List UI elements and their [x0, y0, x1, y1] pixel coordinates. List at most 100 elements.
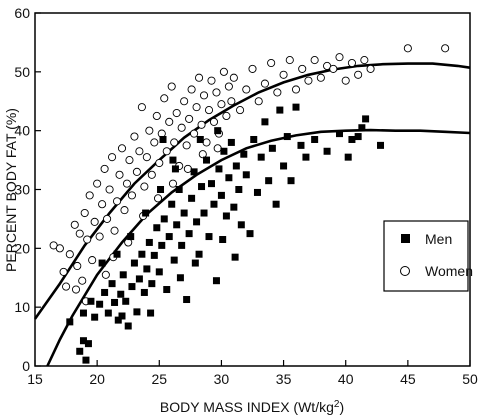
men-point — [302, 153, 310, 161]
women-point — [172, 108, 181, 118]
men-point — [230, 203, 238, 211]
women-point — [78, 276, 87, 285]
men-point — [104, 309, 112, 317]
men-point — [176, 274, 184, 282]
men-point — [287, 177, 295, 185]
x-tick-label: 30 — [214, 371, 230, 387]
women-point — [187, 85, 196, 94]
men-point — [82, 356, 90, 364]
men-point — [124, 322, 132, 330]
women-point — [183, 164, 192, 173]
y-tick-label: 0 — [22, 358, 30, 374]
women-point — [229, 73, 238, 82]
women-point — [93, 179, 102, 188]
women-point — [85, 191, 94, 200]
men-point — [183, 296, 191, 304]
men-point — [148, 280, 156, 288]
women-point — [316, 73, 325, 82]
women-point — [125, 156, 134, 165]
men-point — [180, 209, 188, 217]
women-point — [145, 126, 154, 135]
men-point — [344, 153, 352, 161]
x-axis-label: BODY MASS INDEX (Wt/kg2) — [160, 399, 344, 416]
men-point — [196, 135, 204, 143]
women-point — [291, 85, 301, 94]
women-point — [75, 229, 84, 238]
men-point — [231, 253, 239, 261]
men-point — [171, 165, 179, 173]
men-point — [157, 186, 165, 193]
men-point — [283, 133, 291, 141]
x-tick-label: 20 — [89, 371, 105, 387]
men-point — [362, 115, 370, 123]
women-point — [254, 97, 263, 106]
men-point — [292, 103, 300, 111]
men-point — [257, 153, 265, 161]
men-point — [210, 200, 218, 208]
women-point — [105, 185, 114, 194]
women-point — [212, 88, 221, 97]
women-point — [285, 56, 294, 65]
women-point — [103, 214, 112, 223]
men-point — [250, 135, 258, 143]
women-point — [112, 197, 122, 206]
x-tick-label: 45 — [400, 371, 416, 387]
men-point — [336, 130, 343, 138]
women-point — [108, 153, 117, 162]
women-point — [150, 138, 159, 147]
women-point — [182, 141, 191, 150]
men-point — [143, 265, 151, 273]
legend-marker-women — [400, 266, 410, 276]
men-point — [98, 259, 106, 267]
women-point — [366, 64, 375, 73]
women-point — [279, 70, 288, 79]
women-point — [190, 129, 199, 138]
men-point — [173, 221, 181, 229]
women-point — [137, 103, 146, 112]
men-point — [119, 271, 127, 279]
men-point — [272, 200, 280, 208]
men-point — [147, 309, 155, 317]
women-point — [236, 106, 245, 115]
women-point — [227, 97, 236, 106]
women-points — [49, 44, 450, 306]
men-point — [212, 277, 220, 285]
women-point — [199, 91, 209, 100]
x-tick-label: 25 — [151, 371, 167, 387]
men-point — [170, 256, 178, 264]
women-point — [260, 79, 269, 88]
men-point — [188, 194, 196, 202]
men-point — [185, 230, 193, 238]
men-point — [323, 147, 331, 155]
women-point — [441, 44, 450, 53]
women-point — [242, 85, 251, 94]
women-point — [204, 106, 214, 115]
women-point — [140, 182, 149, 191]
women-point — [142, 153, 151, 162]
women-point — [168, 179, 178, 188]
men-point — [377, 141, 385, 149]
men-point — [159, 135, 167, 143]
women-point — [165, 117, 174, 126]
women-point — [329, 64, 338, 73]
men-point — [138, 250, 146, 258]
women-point — [100, 164, 109, 173]
legend-label-men: Men — [425, 231, 452, 247]
women-point — [65, 250, 74, 259]
men-point — [79, 337, 87, 345]
women-point — [153, 194, 163, 203]
women-point — [147, 170, 156, 179]
women-point — [167, 82, 176, 91]
men-points — [66, 103, 385, 364]
men-point — [246, 230, 254, 238]
men-point — [84, 340, 92, 348]
women-point — [310, 56, 319, 65]
women-point — [217, 100, 226, 109]
men-point — [191, 259, 199, 267]
legend-label-women: Women — [425, 263, 473, 279]
women-point — [117, 144, 127, 153]
men-point — [79, 309, 87, 317]
women-point — [185, 114, 194, 123]
women-point — [88, 256, 97, 265]
men-point — [117, 290, 125, 298]
